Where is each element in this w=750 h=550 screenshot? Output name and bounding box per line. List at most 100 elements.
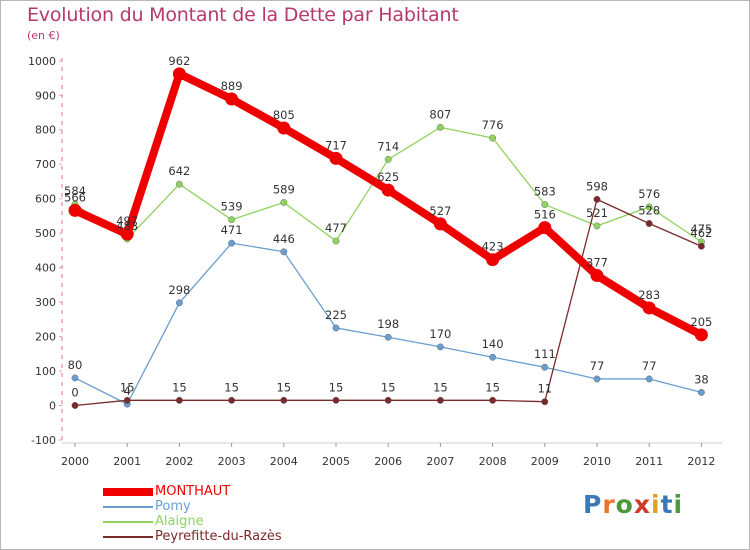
data-label-pomy: 111 — [534, 347, 556, 361]
legend-label-alaigne: Alaigne — [155, 514, 204, 529]
data-point-alaigne — [436, 123, 444, 131]
data-label-monthaut: 205 — [690, 315, 712, 329]
data-label-pomy: 4 — [124, 384, 131, 398]
data-point-peyrefitte-du-raz-s — [228, 396, 236, 404]
data-label-monthaut: 805 — [273, 108, 295, 122]
data-point-peyrefitte-du-raz-s — [175, 396, 183, 404]
x-tick-label: 2003 — [218, 455, 246, 468]
legend-swatch-peyrefitte-du-raz-s — [103, 536, 153, 538]
data-label-monthaut: 516 — [534, 208, 556, 222]
data-point-pomy — [71, 374, 79, 382]
data-point-peyrefitte-du-raz-s — [645, 220, 653, 227]
data-label-pomy: 77 — [590, 359, 605, 373]
x-tick-label: 2012 — [687, 455, 715, 468]
data-label-pomy: 225 — [325, 308, 347, 322]
data-label-peyrefitte-du-raz-s: 11 — [537, 382, 552, 396]
legend-swatch-alaigne — [103, 521, 153, 523]
data-label-alaigne: 483 — [116, 219, 138, 233]
data-point-monthaut — [68, 203, 82, 217]
data-label-alaigne: 477 — [325, 221, 347, 235]
y-tick-label: 1000 — [28, 55, 56, 68]
data-label-alaigne: 807 — [429, 107, 451, 121]
chart-title: Evolution du Montant de la Dette par Hab… — [27, 4, 459, 26]
y-tick-label: 100 — [35, 365, 56, 378]
data-point-peyrefitte-du-raz-s — [698, 242, 705, 250]
data-point-peyrefitte-du-raz-s — [280, 396, 288, 404]
data-point-monthaut — [433, 217, 447, 231]
proxiti-logo: Proxiti — [583, 490, 684, 519]
data-label-monthaut: 497 — [116, 214, 138, 228]
x-tick-label: 2011 — [635, 455, 663, 468]
legend-label-peyrefitte-du-raz-s: Peyrefitte-du-Razès — [155, 529, 282, 544]
data-point-peyrefitte-du-raz-s — [541, 398, 549, 406]
data-label-alaigne: 475 — [690, 222, 712, 236]
data-label-pomy: 471 — [221, 223, 243, 237]
data-label-pomy: 298 — [168, 283, 190, 297]
data-point-alaigne — [175, 180, 183, 188]
data-point-monthaut — [590, 269, 604, 283]
data-point-monthaut — [538, 221, 552, 235]
data-point-pomy — [593, 375, 601, 383]
data-label-peyrefitte-du-raz-s: 0 — [71, 386, 78, 400]
data-point-peyrefitte-du-raz-s — [436, 396, 444, 404]
data-label-peyrefitte-du-raz-s: 15 — [329, 380, 344, 394]
data-point-alaigne — [593, 222, 601, 230]
data-label-pomy: 140 — [482, 337, 504, 351]
legend-label-pomy: Pomy — [155, 499, 191, 514]
data-point-peyrefitte-du-raz-s — [332, 396, 340, 404]
data-label-pomy: 80 — [68, 358, 83, 372]
data-point-pomy — [489, 353, 496, 361]
x-tick-label: 2008 — [479, 455, 507, 468]
y-tick-label: 500 — [35, 227, 56, 240]
data-point-peyrefitte-du-raz-s — [489, 396, 496, 404]
data-label-alaigne: 583 — [534, 185, 556, 199]
data-label-peyrefitte-du-raz-s: 15 — [172, 380, 187, 394]
data-label-monthaut: 527 — [429, 204, 451, 218]
data-label-alaigne: 776 — [482, 118, 504, 132]
data-label-peyrefitte-du-raz-s: 528 — [638, 203, 660, 217]
data-point-pomy — [384, 333, 392, 341]
y-tick-label: 400 — [35, 262, 56, 275]
legend-swatch-pomy — [103, 506, 153, 508]
x-tick-label: 2000 — [61, 455, 89, 468]
data-label-monthaut: 377 — [586, 256, 608, 270]
data-point-peyrefitte-du-raz-s — [123, 396, 131, 404]
y-tick-label: 0 — [49, 400, 56, 413]
data-label-alaigne: 521 — [586, 206, 608, 220]
data-point-pomy — [228, 239, 236, 247]
data-label-alaigne: 584 — [64, 184, 86, 198]
x-tick-label: 2004 — [270, 455, 298, 468]
data-label-alaigne: 642 — [168, 164, 190, 178]
x-tick-label: 2002 — [165, 455, 193, 468]
data-label-peyrefitte-du-raz-s: 15 — [433, 380, 448, 394]
data-label-monthaut: 625 — [377, 170, 399, 184]
data-label-peyrefitte-du-raz-s: 15 — [120, 380, 135, 394]
data-point-monthaut — [486, 253, 500, 267]
data-label-alaigne: 539 — [221, 200, 243, 214]
data-point-pomy — [436, 343, 444, 351]
chart-subtitle: (en €) — [27, 29, 60, 42]
legend-label-monthaut: MONTHAUT — [155, 484, 231, 499]
data-label-peyrefitte-du-raz-s: 15 — [276, 380, 291, 394]
x-tick-label: 2010 — [583, 455, 611, 468]
data-label-monthaut: 423 — [482, 240, 504, 254]
data-label-peyrefitte-du-raz-s: 15 — [381, 380, 396, 394]
data-label-peyrefitte-du-raz-s: 15 — [485, 380, 500, 394]
data-label-monthaut: 566 — [64, 190, 86, 204]
data-label-monthaut: 717 — [325, 138, 347, 152]
data-label-monthaut: 283 — [638, 288, 660, 302]
data-point-monthaut — [120, 227, 134, 241]
data-label-peyrefitte-du-raz-s: 15 — [224, 380, 239, 394]
data-label-pomy: 446 — [273, 232, 295, 246]
y-tick-label: 900 — [35, 89, 56, 102]
x-tick-label: 2009 — [531, 455, 559, 468]
data-label-alaigne: 714 — [377, 139, 399, 153]
data-point-alaigne — [541, 201, 549, 208]
data-label-alaigne: 589 — [273, 182, 295, 196]
data-point-pomy — [280, 248, 288, 256]
data-point-pomy — [541, 363, 549, 371]
data-label-pomy: 170 — [429, 327, 451, 341]
data-point-peyrefitte-du-raz-s — [384, 396, 392, 404]
